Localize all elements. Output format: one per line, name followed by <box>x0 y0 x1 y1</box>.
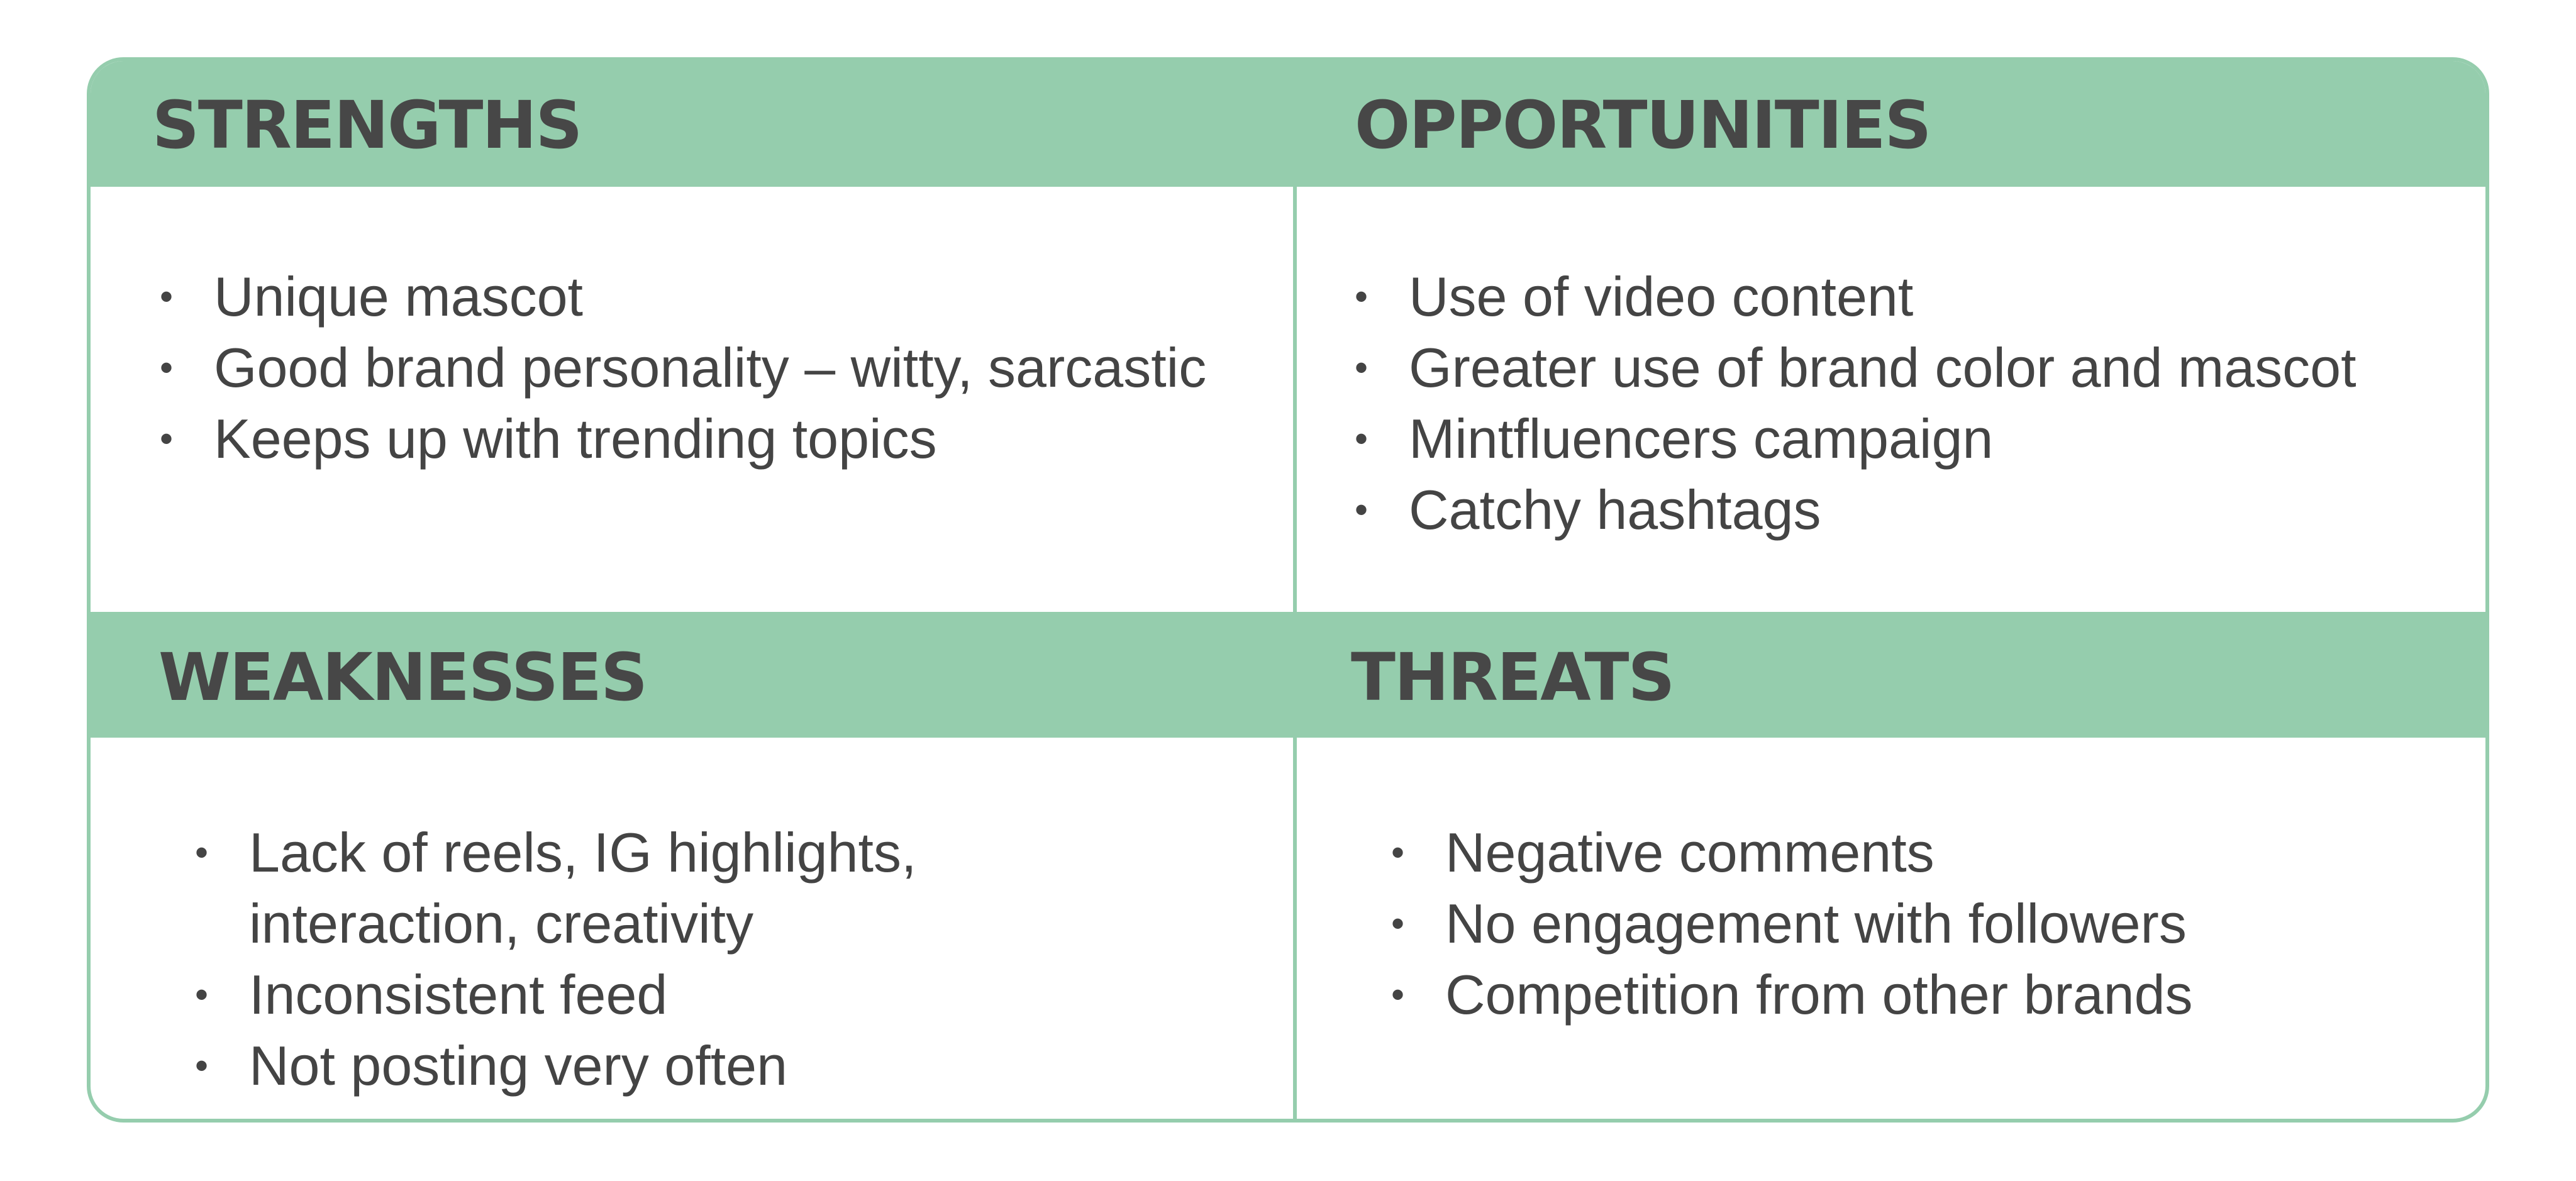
list-item: • Inconsistent feed <box>189 959 1195 1030</box>
list-item: • Negative comments <box>1385 817 2454 888</box>
header-band-bottom <box>91 612 2485 738</box>
swot-grid: STRENGTHS • Unique mascot • Good brand per… <box>87 57 2489 1123</box>
list-item: • Good brand personality – witty, sarcast… <box>153 332 1223 403</box>
list-item: • Greater use of brand color and mascot <box>1348 332 2418 403</box>
threats-title: THREATS <box>1351 639 1675 716</box>
bullet-icon: • <box>1391 831 1405 873</box>
bullet-icon: • <box>195 831 209 873</box>
bullet-icon: • <box>195 1045 209 1087</box>
bullet-icon: • <box>1355 275 1368 318</box>
threats-list: • Negative comments • No engagement with f… <box>1385 817 2454 1030</box>
opportunities-title: OPPORTUNITIES <box>1355 87 1931 164</box>
bullet-icon: • <box>1391 902 1405 945</box>
list-item: • Use of video content <box>1348 261 2418 332</box>
list-item: • Not posting very often <box>189 1030 1195 1101</box>
bullet-icon: • <box>195 973 209 1016</box>
list-item: • Catchy hashtags <box>1348 474 2418 545</box>
opportunities-list: • Use of video content • Greater use of br… <box>1348 261 2418 545</box>
header-band-top <box>91 61 2485 187</box>
list-item: • Unique mascot <box>153 261 1223 332</box>
bullet-icon: • <box>160 418 174 460</box>
strengths-list: • Unique mascot • Good brand personality –… <box>153 261 1223 474</box>
bullet-icon: • <box>160 275 174 318</box>
weaknesses-title: WEAKNESSES <box>158 639 648 716</box>
list-item: • Lack of reels, IG highlights, interacti… <box>189 817 1195 959</box>
bullet-icon: • <box>1355 489 1368 531</box>
bullet-icon: • <box>160 347 174 389</box>
bullet-icon: • <box>1355 347 1368 389</box>
list-item: • Keeps up with trending topics <box>153 403 1223 474</box>
list-item: • Mintfluencers campaign <box>1348 403 2418 474</box>
bullet-icon: • <box>1391 973 1405 1016</box>
column-divider <box>1293 61 1297 1119</box>
list-item: • No engagement with followers <box>1385 888 2454 959</box>
strengths-title: STRENGTHS <box>152 87 582 164</box>
list-item: • Competition from other brands <box>1385 959 2454 1030</box>
bullet-icon: • <box>1355 418 1368 460</box>
weaknesses-list: • Lack of reels, IG highlights, interacti… <box>189 817 1195 1101</box>
